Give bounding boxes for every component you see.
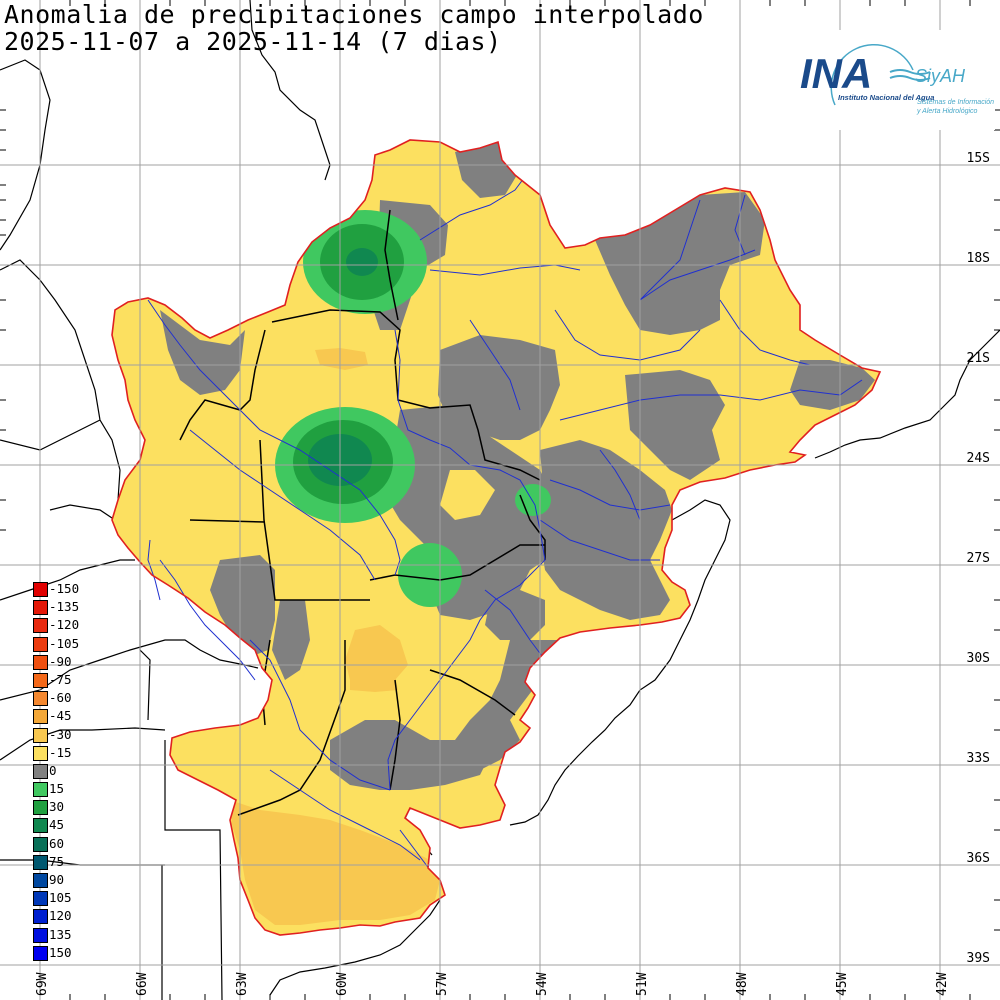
internal-borders [179, 209, 546, 816]
lat-label: 24S [967, 451, 990, 466]
legend-label: -105 [49, 635, 80, 651]
wet-zones [275, 210, 551, 607]
legend-label: 90 [49, 872, 65, 887]
legend-label: -120 [49, 617, 80, 633]
legend-label: -135 [49, 599, 80, 615]
legend-swatch [33, 709, 48, 725]
legend-swatch [33, 854, 48, 870]
logo-system-desc: y Alerta Hidrológico [916, 108, 978, 115]
legend-label: 75 [49, 853, 65, 869]
lon-label: 51W [635, 972, 650, 996]
rivers [147, 169, 863, 871]
legend-swatch [33, 600, 48, 616]
legend-swatch [33, 618, 48, 634]
lon-label: 42W [935, 972, 950, 996]
legend-label: -15 [49, 744, 72, 760]
legend-label: 105 [49, 890, 72, 906]
lon-label: 60W [335, 972, 350, 996]
legend-label: 135 [49, 926, 72, 942]
logo-arc [830, 44, 914, 106]
legend-label: 120 [49, 908, 72, 924]
legend-swatch [33, 836, 48, 852]
map-date-range: 2025-11-07 a 2025-11-14 (7 dias) [4, 27, 502, 56]
legend-swatch [33, 873, 48, 888]
legend-swatch [33, 654, 48, 670]
legend-label: -60 [49, 690, 72, 706]
legend-swatch [33, 927, 48, 943]
dry-zones [230, 348, 440, 925]
legend-swatch [33, 727, 48, 743]
lat-label: 30S [967, 651, 990, 666]
lon-label: 54W [535, 972, 550, 996]
legend-label: -90 [49, 653, 72, 669]
lat-label: 36S [967, 851, 990, 866]
legend-label: 45 [49, 817, 65, 833]
lat-label: 39S [967, 951, 990, 966]
legend-swatch [33, 582, 48, 597]
logo-wave-icon [889, 69, 931, 75]
legend-swatch [33, 782, 48, 798]
legend-swatch [33, 909, 48, 925]
lon-label: 69W [35, 972, 50, 996]
legend-label: -150 [49, 581, 80, 596]
legend-swatch [33, 672, 48, 688]
latitude-labels: 15S 18S 21S 24S 27S 30S 33S 36S 39S [967, 151, 990, 966]
legend-label: -75 [49, 671, 72, 687]
map-title: Anomalia de precipitaciones campo interp… [4, 0, 704, 29]
legend-label: -45 [49, 708, 72, 724]
lat-label: 18S [967, 251, 990, 266]
lon-label: 66W [135, 972, 150, 996]
legend-label: -30 [49, 726, 72, 742]
lat-label: 27S [967, 551, 990, 566]
legend-label: 60 [49, 835, 65, 851]
logo-subtitle: Instituto Nacional del Agua [838, 93, 934, 102]
lon-label: 57W [435, 972, 450, 996]
lon-label: 45W [835, 972, 850, 996]
legend-swatch [33, 763, 48, 779]
legend-swatch [33, 818, 48, 834]
lon-label: 48W [735, 972, 750, 996]
legend-swatch [33, 745, 48, 761]
logo-ina-text: INA [800, 50, 872, 97]
legend-label: 30 [49, 799, 65, 815]
legend-swatch [33, 636, 48, 652]
legend-swatch [33, 691, 48, 707]
lat-label: 33S [967, 751, 990, 766]
anomaly-field [112, 140, 880, 935]
lat-label: 21S [967, 351, 990, 366]
legend-swatch [33, 891, 48, 907]
legend-label: 150 [49, 944, 72, 960]
longitude-labels: 69W 66W 63W 60W 57W 54W 51W 48W 45W 42W [35, 972, 950, 996]
logo-system-desc: Sistemas de Información [917, 99, 994, 106]
legend-swatch [33, 945, 48, 961]
lon-label: 63W [235, 972, 250, 996]
logo-wave-icon [889, 75, 931, 81]
logo-siyah-text: SiyAH [915, 66, 966, 86]
legend-label: 0 [49, 762, 57, 778]
legend-label: 15 [49, 781, 65, 797]
ina-siyah-logo: INA SiyAH Instituto Nacional del Agua Si… [795, 30, 995, 130]
lat-label: 15S [967, 151, 990, 166]
legend-swatch [33, 800, 48, 816]
